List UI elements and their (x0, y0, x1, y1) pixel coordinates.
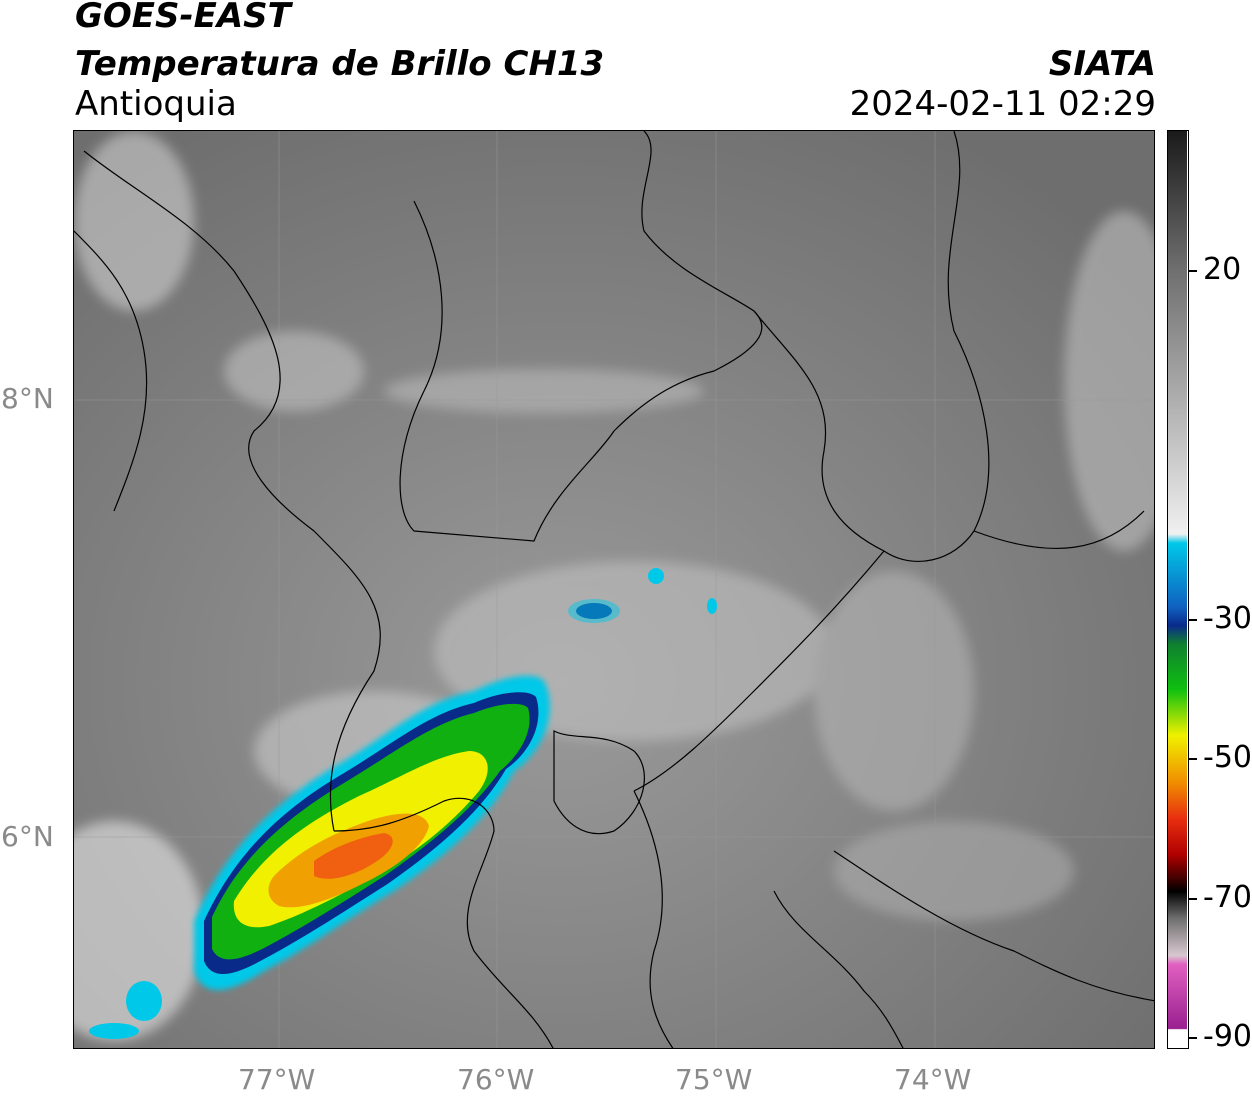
satellite-map[interactable] (73, 130, 1155, 1049)
colorbar (1167, 130, 1189, 1049)
lat-label-6n: 6°N (1, 820, 54, 853)
region-label: Antioquia (75, 84, 237, 124)
colorbar-label-minus90: -90 (1203, 1019, 1252, 1054)
colorbar-tick (1189, 1037, 1197, 1039)
title-line-2: Temperatura de Brillo CH13 (75, 44, 605, 84)
lat-label-8n: 8°N (1, 382, 54, 415)
lon-label-75w: 75°W (675, 1063, 753, 1096)
colorbar-label-minus70: -70 (1203, 880, 1252, 915)
lon-label-77w: 77°W (238, 1063, 316, 1096)
map-canvas (74, 131, 1154, 1048)
colorbar-tick (1189, 898, 1197, 900)
lon-label-76w: 76°W (457, 1063, 535, 1096)
borders (74, 131, 1154, 1048)
colorbar-tick (1189, 619, 1197, 621)
colorbar-gradient (1168, 131, 1187, 1047)
colorbar-label-20: 20 (1203, 252, 1242, 287)
colorbar-label-minus50: -50 (1203, 740, 1252, 775)
datetime-label: 2024-02-11 02:29 (849, 84, 1156, 124)
colorbar-tick (1189, 270, 1197, 272)
lon-label-74w: 74°W (894, 1063, 972, 1096)
colorbar-tick (1189, 758, 1197, 760)
brand-label: SIATA (1048, 44, 1156, 84)
graticule (74, 131, 1154, 1048)
title-line-1: GOES-EAST (75, 0, 291, 36)
storm-system (89, 568, 717, 1039)
colorbar-label-minus30: -30 (1203, 601, 1252, 636)
